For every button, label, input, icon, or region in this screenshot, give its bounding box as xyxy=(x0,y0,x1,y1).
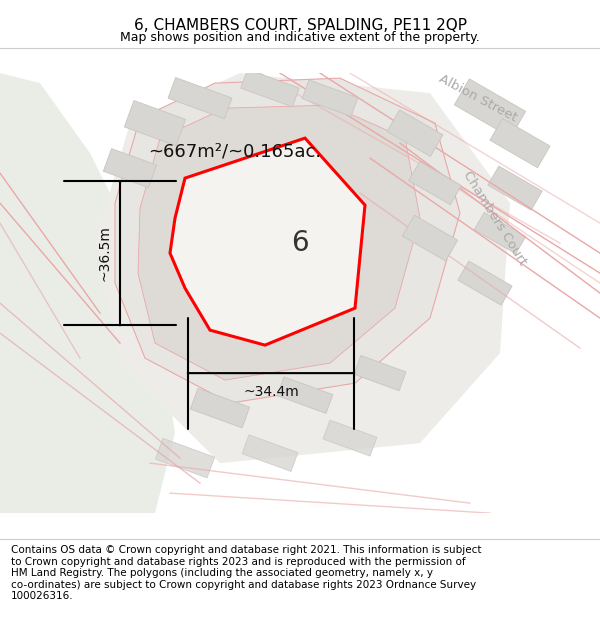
Polygon shape xyxy=(168,78,232,119)
Text: ~34.4m: ~34.4m xyxy=(243,385,299,399)
Polygon shape xyxy=(277,377,333,413)
Polygon shape xyxy=(458,261,512,305)
Polygon shape xyxy=(155,438,215,478)
Text: Contains OS data © Crown copyright and database right 2021. This information is : Contains OS data © Crown copyright and d… xyxy=(11,545,481,601)
Polygon shape xyxy=(409,162,461,204)
Polygon shape xyxy=(354,356,406,391)
Polygon shape xyxy=(490,119,550,168)
Polygon shape xyxy=(170,138,365,345)
Polygon shape xyxy=(241,69,299,107)
Polygon shape xyxy=(387,110,443,156)
Text: Chambers Court: Chambers Court xyxy=(461,169,529,268)
Polygon shape xyxy=(302,80,358,116)
Text: ~36.5m: ~36.5m xyxy=(98,225,112,281)
Polygon shape xyxy=(95,73,510,463)
Polygon shape xyxy=(323,420,377,456)
Text: ~667m²/~0.165ac.: ~667m²/~0.165ac. xyxy=(148,142,321,160)
Text: Map shows position and indicative extent of the property.: Map shows position and indicative extent… xyxy=(120,31,480,44)
Polygon shape xyxy=(115,78,460,403)
Text: 6: 6 xyxy=(291,229,309,257)
Polygon shape xyxy=(488,166,542,210)
Text: 6, CHAMBERS COURT, SPALDING, PE11 2QP: 6, CHAMBERS COURT, SPALDING, PE11 2QP xyxy=(133,18,467,32)
Polygon shape xyxy=(190,388,250,428)
Polygon shape xyxy=(124,101,185,146)
Polygon shape xyxy=(403,215,458,261)
Text: Albion Street: Albion Street xyxy=(437,72,519,124)
Polygon shape xyxy=(454,79,526,138)
Polygon shape xyxy=(138,105,420,380)
Polygon shape xyxy=(0,73,175,513)
Polygon shape xyxy=(474,213,526,254)
Polygon shape xyxy=(103,149,157,188)
Polygon shape xyxy=(242,435,298,471)
